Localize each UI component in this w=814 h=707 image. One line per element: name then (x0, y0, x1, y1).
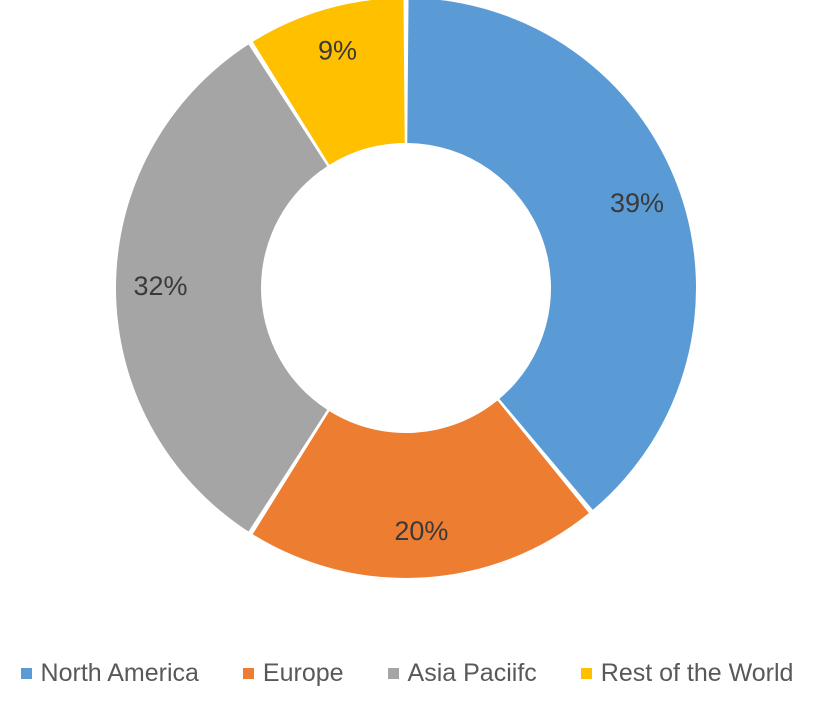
legend-item-label: Rest of the World (600, 659, 794, 687)
donut-slice-label: 20% (394, 516, 448, 546)
legend-item-label: Europe (262, 659, 344, 687)
donut-slice-label: 39% (610, 188, 664, 218)
donut-slice[interactable] (252, 0, 405, 165)
legend-swatch-icon (20, 668, 32, 679)
donut-slice[interactable] (252, 400, 589, 578)
donut-chart: 39% 20% 32% 9% (116, 0, 696, 578)
legend-item-label: North America (40, 659, 199, 687)
legend-swatch-icon (242, 668, 254, 679)
donut-chart-svg: 39% 20% 32% 9% (116, 0, 696, 578)
legend-item-north-america[interactable]: North America (20, 659, 199, 687)
donut-label-group: 39% 20% 32% 9% (133, 35, 664, 546)
chart-legend: North America Europe Asia Paciifc Rest o… (0, 640, 814, 707)
legend-item-label: Asia Paciifc (407, 659, 537, 687)
donut-slice-label: 9% (318, 35, 357, 65)
donut-slice[interactable] (407, 0, 696, 510)
donut-slice-group (116, 0, 696, 578)
legend-swatch-icon (387, 668, 399, 679)
legend-swatch-icon (580, 668, 592, 679)
donut-slice-label: 32% (133, 271, 187, 301)
legend-item-rest-of-the-world[interactable]: Rest of the World (580, 659, 794, 687)
legend-item-asia-pacific[interactable]: Asia Paciifc (387, 659, 537, 687)
donut-slice[interactable] (116, 44, 328, 532)
legend-item-europe[interactable]: Europe (242, 659, 344, 687)
